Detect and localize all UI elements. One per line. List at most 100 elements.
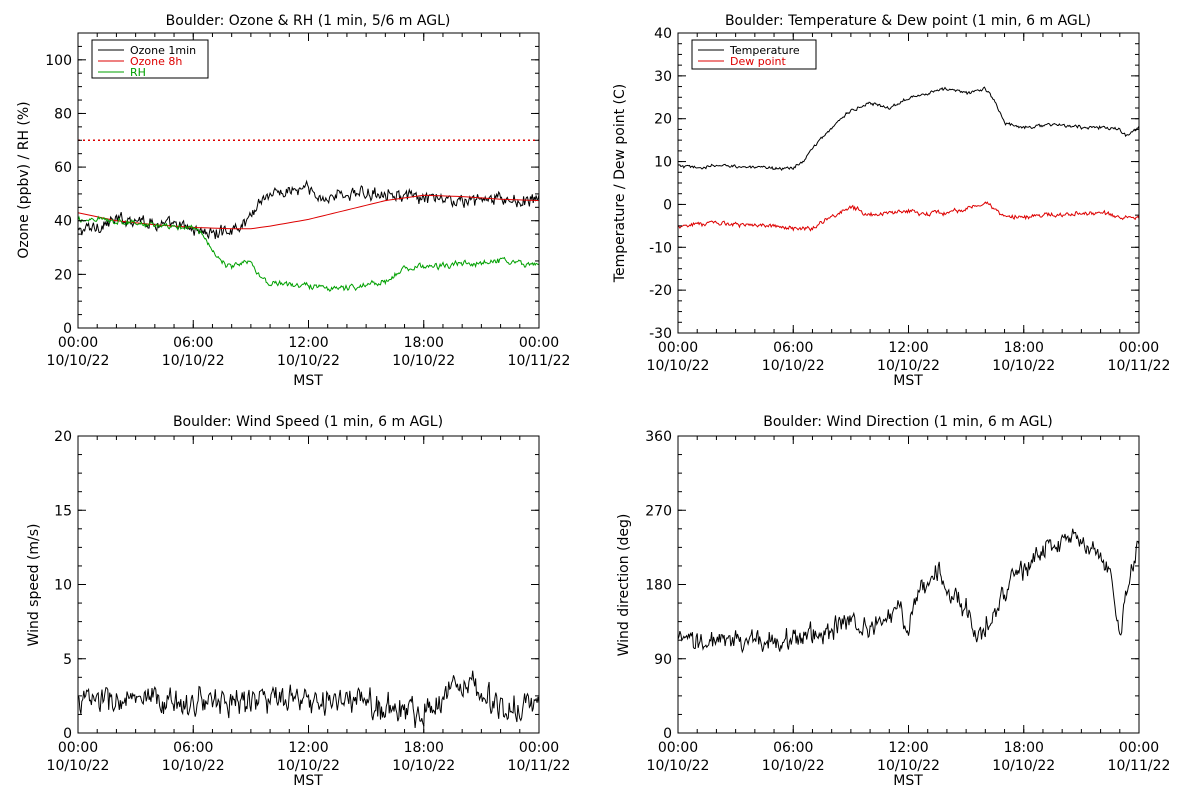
x-axis-label: MST: [293, 773, 323, 789]
plot-area: 0 20 40 60 80 100 00:00 10/10/22 06:00 10/10/22 12…: [45, 32, 571, 369]
x-tick-date-label: 10/10/22: [877, 758, 940, 774]
y-axis-label: Temperature / Dew point (C): [612, 84, 628, 283]
chart-title: Boulder: Wind Direction (1 min, 6 m AGL): [763, 414, 1052, 430]
y-tick-label: 0: [663, 197, 672, 213]
x-tick-time-label: 18:00: [1004, 740, 1044, 756]
y-tick-label: 20: [654, 112, 672, 128]
y-tick-label: 40: [54, 214, 72, 230]
y-tick-label: 0: [663, 726, 672, 742]
panel-wind-direction: Boulder: Wind Direction (1 min, 6 m AGL)…: [616, 414, 1170, 789]
legend-label: Ozone 8h: [130, 55, 182, 68]
x-tick-time-label: 06:00: [173, 335, 213, 351]
y-tick-label: 180: [645, 578, 672, 594]
x-tick-date-label: 10/10/22: [992, 758, 1055, 774]
x-tick-date-label: 10/10/22: [47, 758, 110, 774]
x-tick-time-label: 06:00: [773, 340, 813, 356]
x-tick-date-label: 10/10/22: [877, 358, 940, 374]
y-tick-label: 90: [654, 652, 672, 668]
y-tick-label: 80: [54, 106, 72, 122]
x-tick-time-label: 00:00: [58, 740, 98, 756]
panel-temperature-dewpoint: Boulder: Temperature & Dew point (1 min,…: [612, 13, 1170, 389]
y-tick-label: 5: [63, 652, 72, 668]
x-tick-date-label: 10/10/22: [762, 758, 825, 774]
chart-title: Boulder: Ozone & RH (1 min, 5/6 m AGL): [166, 13, 451, 29]
y-tick-label: 10: [54, 578, 72, 594]
x-tick-date-label: 10/10/22: [762, 358, 825, 374]
y-axis-label: Wind direction (deg): [616, 514, 632, 657]
plot-area: 0 90 180 270 360 00:00 10/10/22 06:00 10/10/22 12…: [645, 429, 1170, 774]
x-tick-time-label: 12:00: [888, 340, 928, 356]
x-tick-date-label: 10/10/22: [992, 358, 1055, 374]
chart-title: Boulder: Wind Speed (1 min, 6 m AGL): [173, 414, 443, 430]
y-tick-label: 0: [63, 321, 72, 337]
x-axis-label: MST: [293, 373, 323, 389]
x-tick-time-label: 00:00: [58, 335, 98, 351]
series-line-data: [677, 528, 1140, 654]
legend-label: Ozone 1min: [130, 44, 196, 57]
y-tick-label: 15: [54, 503, 72, 519]
y-tick-label: 100: [45, 53, 72, 69]
series-line-ozone-1min: [77, 179, 540, 240]
y-tick-label: 60: [54, 160, 72, 176]
y-tick-label: 20: [54, 429, 72, 445]
x-tick-date-label: 10/11/22: [508, 353, 571, 369]
x-tick-time-label: 00:00: [1119, 340, 1159, 356]
panel-wind-speed: Boulder: Wind Speed (1 min, 6 m AGL) Win…: [26, 414, 570, 789]
y-tick-label: -10: [649, 240, 672, 256]
x-tick-date-label: 10/11/22: [1108, 758, 1171, 774]
legend-label: Temperature: [729, 44, 800, 57]
x-tick-time-label: 06:00: [773, 740, 813, 756]
x-tick-time-label: 00:00: [658, 340, 698, 356]
x-tick-date-label: 10/10/22: [277, 353, 340, 369]
x-tick-date-label: 10/10/22: [277, 758, 340, 774]
legend-label: Dew point: [730, 55, 786, 68]
x-tick-date-label: 10/10/22: [162, 758, 225, 774]
x-tick-date-label: 10/10/22: [647, 358, 710, 374]
x-tick-time-label: 00:00: [1119, 740, 1159, 756]
y-axis-label: Ozone (ppbv) / RH (%): [16, 101, 32, 258]
series-line-rh: [77, 215, 540, 292]
y-tick-label: 20: [54, 267, 72, 283]
x-axis-label: MST: [893, 773, 923, 789]
x-tick-time-label: 06:00: [173, 740, 213, 756]
y-axis-label: Wind speed (m/s): [26, 524, 42, 647]
x-axis-label: MST: [893, 373, 923, 389]
x-tick-date-label: 10/10/22: [392, 353, 455, 369]
x-tick-date-label: 10/11/22: [1108, 358, 1171, 374]
x-tick-time-label: 18:00: [1004, 340, 1044, 356]
x-tick-date-label: 10/10/22: [647, 758, 710, 774]
x-tick-time-label: 18:00: [404, 740, 444, 756]
x-tick-date-label: 10/10/22: [392, 758, 455, 774]
y-tick-label: 0: [63, 726, 72, 742]
y-tick-label: 360: [645, 429, 672, 445]
plot-area: 0 5 10 15 20 00:00 10/10/22 06:00 10/10/22 12:00 1…: [47, 429, 571, 774]
plot-area: -30 -20 -10 0 10 20 30 40 00:00 10/10/22 06:00 10/1…: [647, 26, 1171, 374]
series-line-dew-point: [677, 201, 1140, 232]
x-tick-time-label: 12:00: [288, 335, 328, 351]
x-tick-time-label: 18:00: [404, 335, 444, 351]
y-tick-label: 40: [654, 26, 672, 42]
series-line-data: [77, 670, 540, 729]
y-tick-label: -30: [649, 326, 672, 342]
x-tick-date-label: 10/11/22: [508, 758, 571, 774]
y-tick-label: 10: [654, 155, 672, 171]
legend-label: RH: [130, 66, 146, 79]
x-tick-time-label: 00:00: [519, 740, 559, 756]
series-line-temperature: [677, 86, 1140, 172]
x-tick-time-label: 12:00: [888, 740, 928, 756]
x-tick-time-label: 00:00: [658, 740, 698, 756]
y-tick-label: 270: [645, 503, 672, 519]
x-tick-date-label: 10/10/22: [162, 353, 225, 369]
legend-box: [691, 39, 817, 70]
series-line-ozone-8h: [77, 194, 540, 230]
y-tick-label: 30: [654, 69, 672, 85]
x-tick-time-label: 00:00: [519, 335, 559, 351]
x-tick-date-label: 10/10/22: [47, 353, 110, 369]
x-tick-time-label: 12:00: [288, 740, 328, 756]
chart-title: Boulder: Temperature & Dew point (1 min,…: [725, 13, 1091, 29]
y-tick-label: -20: [649, 283, 672, 299]
panel-ozone-rh: Boulder: Ozone & RH (1 min, 5/6 m AGL) O…: [16, 13, 570, 389]
